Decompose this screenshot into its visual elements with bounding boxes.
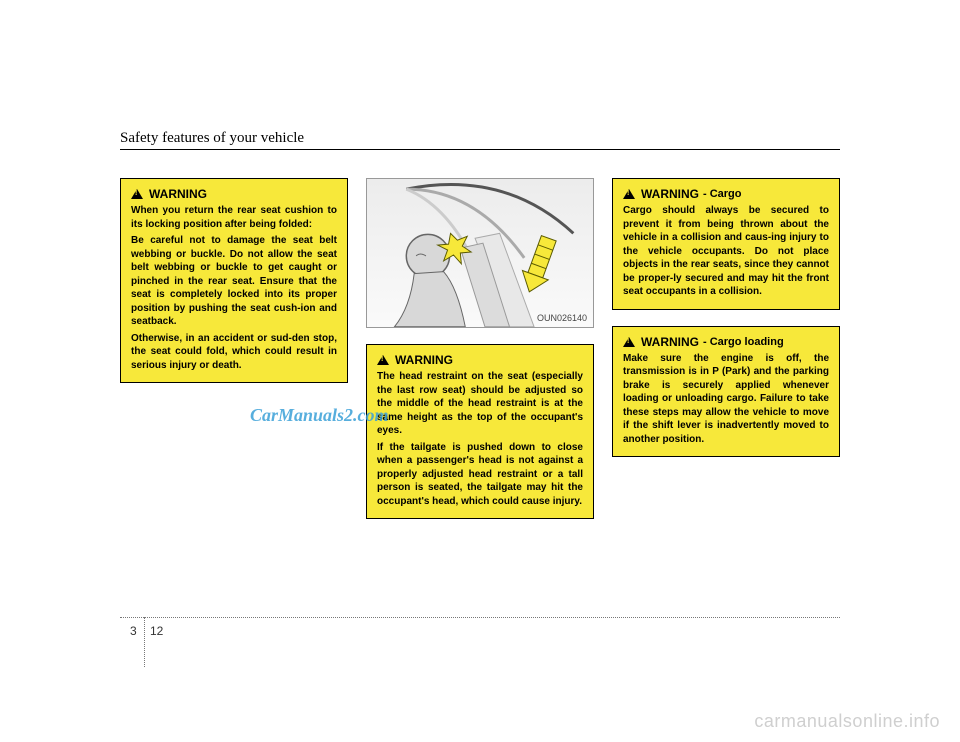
warning-label: WARNING — [641, 335, 699, 349]
warning-para: When you return the rear seat cushion to… — [131, 204, 337, 231]
columns: WARNING When you return the rear seat cu… — [120, 178, 840, 519]
warning-body: Make sure the engine is off, the transmi… — [623, 352, 829, 447]
warning-para: If the tailgate is pushed down to close … — [377, 441, 583, 509]
warning-box-cargo: WARNING - Cargo Cargo should always be s… — [612, 178, 840, 310]
warning-para: Otherwise, in an accident or sud-den sto… — [131, 332, 337, 373]
section-number: 3 — [130, 624, 137, 638]
warning-subtitle: - Cargo loading — [703, 336, 784, 348]
head-restraint-figure: OUN026140 — [366, 178, 594, 328]
warning-triangle-icon — [131, 189, 143, 199]
warning-heading: WARNING — [377, 353, 583, 367]
page-number: 12 — [150, 624, 163, 638]
warning-body: Cargo should always be secured to preven… — [623, 204, 829, 299]
warning-box-rear-seat: WARNING When you return the rear seat cu… — [120, 178, 348, 383]
warning-triangle-icon — [623, 189, 635, 199]
column-3: WARNING - Cargo Cargo should always be s… — [612, 178, 840, 519]
warning-para: Cargo should always be secured to preven… — [623, 204, 829, 299]
warning-body: When you return the rear seat cushion to… — [131, 204, 337, 372]
warning-heading: WARNING — [131, 187, 337, 201]
warning-label: WARNING — [395, 353, 453, 367]
warning-body: The head restraint on the seat (especial… — [377, 370, 583, 508]
column-1: WARNING When you return the rear seat cu… — [120, 178, 348, 519]
warning-triangle-icon — [377, 355, 389, 365]
figure-svg — [367, 179, 593, 327]
warning-para: Be careful not to damage the seat belt w… — [131, 234, 337, 329]
warning-triangle-icon — [623, 337, 635, 347]
section-title: Safety features of your vehicle — [120, 130, 840, 147]
warning-label: WARNING — [641, 187, 699, 201]
warning-para: The head restraint on the seat (especial… — [377, 370, 583, 438]
page-content: Safety features of your vehicle WARNING … — [120, 130, 840, 519]
header-rule: Safety features of your vehicle — [120, 130, 840, 150]
column-2: OUN026140 WARNING The head restraint on … — [366, 178, 594, 519]
warning-para: Make sure the engine is off, the transmi… — [623, 352, 829, 447]
warning-heading: WARNING - Cargo loading — [623, 335, 829, 349]
warning-box-cargo-loading: WARNING - Cargo loading Make sure the en… — [612, 326, 840, 458]
warning-heading: WARNING - Cargo — [623, 187, 829, 201]
warning-subtitle: - Cargo — [703, 188, 742, 200]
footer-rule — [120, 617, 840, 618]
footer-vertical-rule — [144, 617, 145, 667]
warning-label: WARNING — [149, 187, 207, 201]
figure-code: OUN026140 — [537, 313, 587, 323]
site-watermark: carmanualsonline.info — [754, 711, 940, 732]
warning-box-head-restraint: WARNING The head restraint on the seat (… — [366, 344, 594, 519]
